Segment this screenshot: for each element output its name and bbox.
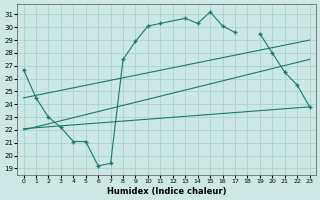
X-axis label: Humidex (Indice chaleur): Humidex (Indice chaleur) [107,187,226,196]
